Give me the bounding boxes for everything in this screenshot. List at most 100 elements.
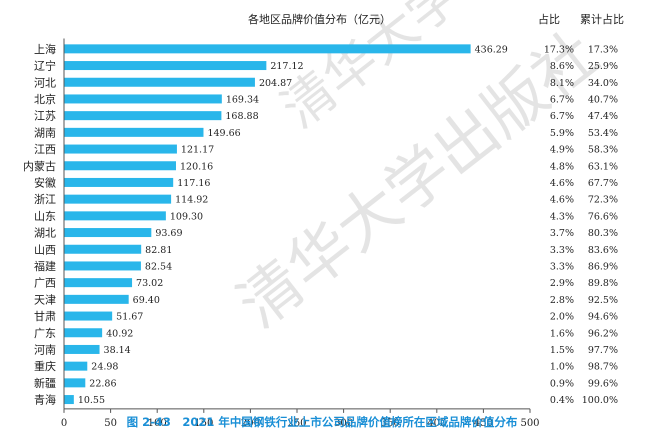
value-label: 82.81 <box>145 245 172 256</box>
share-value: 1.0% <box>550 362 574 373</box>
category-label: 浙江 <box>34 193 56 206</box>
chart-title: 各地区品牌价值分布（亿元） <box>248 12 391 26</box>
value-label: 121.17 <box>181 145 214 156</box>
category-label: 广西 <box>34 277 56 290</box>
value-label: 82.54 <box>145 261 172 272</box>
cumulative-value: 47.4% <box>588 111 618 122</box>
value-label: 10.55 <box>78 395 105 406</box>
category-label: 辽宁 <box>34 59 56 73</box>
share-value: 2.9% <box>550 278 574 289</box>
share-value: 6.7% <box>550 111 574 122</box>
figure-caption: 图 2-43 2021 年中国钢铁行业上市公司品牌价值榜所在区域品牌价值分布 <box>127 415 518 429</box>
value-label: 69.40 <box>133 295 160 306</box>
share-value: 1.5% <box>550 345 574 356</box>
share-value: 4.6% <box>550 195 574 206</box>
x-tick-label: 300 <box>334 418 353 429</box>
value-label: 22.86 <box>89 378 116 389</box>
bar <box>64 378 86 388</box>
share-value: 3.3% <box>550 261 574 272</box>
value-label: 24.98 <box>91 362 118 373</box>
cumulative-value: 83.6% <box>588 245 618 256</box>
bar <box>64 294 129 304</box>
bar <box>64 144 177 154</box>
value-label: 169.34 <box>226 94 259 105</box>
share-value: 0.4% <box>550 395 574 406</box>
share-value: 1.6% <box>550 328 574 339</box>
value-label: 217.12 <box>270 61 303 72</box>
category-label: 江苏 <box>34 110 56 123</box>
bar <box>64 94 222 104</box>
x-tick-label: 150 <box>194 418 213 429</box>
value-label: 38.14 <box>104 345 131 356</box>
value-label: 51.67 <box>116 312 143 323</box>
share-value: 4.3% <box>550 211 574 222</box>
share-value: 4.8% <box>550 161 574 172</box>
share-value: 3.7% <box>550 228 574 239</box>
bar <box>64 395 74 405</box>
x-tick-label: 450 <box>474 418 493 429</box>
share-value: 5.9% <box>550 128 574 139</box>
cumulative-value: 72.3% <box>588 195 618 206</box>
category-label: 新疆 <box>34 376 56 390</box>
bar <box>64 311 113 321</box>
category-label: 北京 <box>34 92 56 106</box>
x-tick-label: 0 <box>61 418 67 429</box>
x-tick-label: 50 <box>104 418 117 429</box>
share-value: 6.7% <box>550 94 574 105</box>
cumulative-value: 94.6% <box>588 312 618 323</box>
share-value: 8.6% <box>550 61 574 72</box>
value-label: 120.16 <box>180 161 213 172</box>
bar <box>64 44 471 54</box>
bar <box>64 77 255 87</box>
bar <box>64 61 267 71</box>
value-label: 168.88 <box>225 111 258 122</box>
value-label: 73.02 <box>136 278 163 289</box>
cumulative-value: 80.3% <box>588 228 618 239</box>
bar <box>64 177 174 187</box>
value-label: 117.16 <box>177 178 210 189</box>
category-label: 河北 <box>34 76 56 89</box>
cumulative-value: 86.9% <box>588 261 618 272</box>
cumulative-value: 53.4% <box>588 128 618 139</box>
x-tick-label: 500 <box>520 418 539 429</box>
bar <box>64 211 166 221</box>
x-tick-label: 350 <box>381 418 400 429</box>
share-value: 8.1% <box>550 78 574 89</box>
value-label: 40.92 <box>106 328 133 339</box>
category-label: 山西 <box>34 243 56 256</box>
cumulative-value: 34.0% <box>588 78 618 89</box>
category-label: 江西 <box>34 143 56 156</box>
category-label: 重庆 <box>34 359 56 373</box>
cumulative-value: 17.3% <box>588 44 618 55</box>
category-label: 广东 <box>34 327 56 340</box>
share-value: 4.9% <box>550 145 574 156</box>
category-label: 天津 <box>34 293 56 306</box>
cumulative-column-header: 累计占比 <box>580 12 624 26</box>
x-tick-label: 250 <box>287 418 306 429</box>
bars: 上海 436.29 17.3% 17.3% 辽宁 217.12 8.6% 25.9% 河北 204… <box>23 42 618 407</box>
bar <box>64 111 222 121</box>
bar <box>64 361 88 371</box>
cumulative-value: 92.5% <box>588 295 618 306</box>
bar <box>64 127 204 137</box>
bar <box>64 161 176 171</box>
cumulative-value: 97.7% <box>588 345 618 356</box>
bar <box>64 244 142 254</box>
bar <box>64 328 103 338</box>
bar <box>64 228 152 238</box>
category-label: 内蒙古 <box>23 159 56 173</box>
category-label: 上海 <box>34 42 56 56</box>
category-label: 湖北 <box>34 227 56 240</box>
bar <box>64 278 133 288</box>
value-label: 204.87 <box>259 78 292 89</box>
cumulative-value: 40.7% <box>588 94 618 105</box>
bar <box>64 261 141 271</box>
x-tick-label: 400 <box>427 418 446 429</box>
cumulative-value: 98.7% <box>588 362 618 373</box>
category-label: 青海 <box>34 393 56 407</box>
bar <box>64 344 100 354</box>
category-label: 山东 <box>34 210 56 223</box>
share-column-header: 占比 <box>538 12 560 26</box>
category-label: 河南 <box>34 343 56 356</box>
